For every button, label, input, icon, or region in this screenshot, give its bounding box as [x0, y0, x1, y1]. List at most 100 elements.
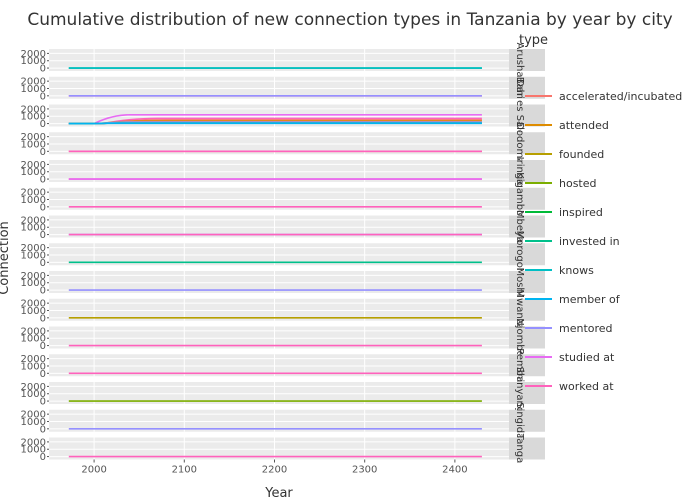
panel-background — [49, 271, 509, 293]
facet-strip-label: Iringa — [514, 157, 525, 186]
y-tick-label: 1000 — [21, 167, 46, 178]
y-tick-label: 1000 — [21, 112, 46, 123]
y-tick-label: 2000 — [21, 188, 46, 199]
legend-label: attended — [559, 119, 609, 132]
legend-item[interactable]: mentored — [525, 322, 613, 335]
panel-background — [49, 243, 509, 266]
series-line-studied-at — [68, 114, 482, 125]
panel-background — [49, 132, 509, 155]
legend-label: inspired — [559, 206, 603, 219]
y-tick-label: 2000 — [21, 410, 46, 421]
y-tick-label: 1000 — [21, 223, 46, 234]
y-tick-label: 2000 — [21, 243, 46, 254]
x-axis: 2000 2100 2200 2300 2400 — [81, 459, 468, 476]
y-tick-label: 2000 — [21, 299, 46, 310]
y-tick-label: 0 — [40, 258, 46, 269]
y-tick-label: 0 — [40, 452, 46, 463]
y-tick-label: 2000 — [21, 382, 46, 393]
facet-strip — [509, 437, 545, 460]
facet-strip — [509, 326, 545, 349]
y-tick-label: 1000 — [21, 334, 46, 345]
legend-item[interactable]: accelerated/incubated — [525, 90, 682, 103]
y-tick-label: 1000 — [21, 361, 46, 372]
legend-label: invested in — [559, 235, 620, 248]
y-tick-label: 2000 — [21, 160, 46, 171]
y-tick-label: 1000 — [21, 278, 46, 289]
legend-label: knows — [559, 264, 594, 277]
y-tick-label: 0 — [40, 64, 46, 75]
legend-item[interactable]: worked at — [525, 380, 614, 393]
y-tick-label: 1000 — [21, 306, 46, 317]
legend-item[interactable]: attended — [525, 119, 609, 132]
facet-strip-label: Morogoro — [514, 231, 525, 278]
x-tick-label: 2300 — [352, 465, 377, 476]
facet-strip — [509, 104, 545, 127]
y-tick-label: 0 — [40, 341, 46, 352]
legend-item[interactable]: member of — [525, 293, 621, 306]
facet-strip — [509, 298, 545, 321]
panel-background — [49, 187, 509, 210]
y-tick-label: 2000 — [21, 132, 46, 143]
legend-label: hosted — [559, 177, 597, 190]
panel-background — [49, 354, 509, 377]
y-tick-label: 1000 — [21, 56, 46, 67]
legend-item[interactable]: invested in — [525, 235, 620, 248]
y-tick-label: 1000 — [21, 84, 46, 95]
y-tick-label: 0 — [40, 286, 46, 297]
legend-label: mentored — [559, 322, 613, 335]
facet-strip-label: Bahi — [514, 77, 525, 99]
legend-label: founded — [559, 148, 604, 161]
facet-strip-label: Singida — [514, 402, 525, 439]
x-tick-label: 2400 — [442, 465, 467, 476]
facet-strip-label: Pemba — [514, 348, 525, 382]
facet-strip — [509, 243, 545, 266]
panel-background — [49, 215, 509, 238]
legend-item[interactable]: founded — [525, 148, 604, 161]
facet-strip-label: Arusha — [514, 43, 525, 78]
y-tick-label: 2000 — [21, 326, 46, 337]
facet-strip — [509, 76, 545, 99]
y-tick-label: 1000 — [21, 139, 46, 150]
legend-item[interactable]: hosted — [525, 177, 597, 190]
legend-item[interactable]: inspired — [525, 206, 603, 219]
y-tick-label: 0 — [40, 147, 46, 158]
legend-item[interactable]: studied at — [525, 351, 615, 364]
y-tick-label: 2000 — [21, 104, 46, 115]
y-tick-label: 1000 — [21, 445, 46, 456]
x-axis-title: Year — [264, 486, 293, 500]
panel-background — [49, 49, 509, 71]
y-tick-label: 0 — [40, 369, 46, 380]
legend[interactable]: type accelerated/incubated attended founde… — [519, 33, 682, 393]
facet-strip-label: Shinyanga — [514, 367, 525, 420]
legend-item[interactable]: knows — [525, 264, 594, 277]
x-tick-label: 2000 — [81, 465, 106, 476]
y-tick-label: 0 — [40, 424, 46, 435]
legend-label: member of — [559, 293, 621, 306]
y-tick-label: 1000 — [21, 195, 46, 206]
y-tick-label: 2000 — [21, 77, 46, 88]
facet-strip — [509, 382, 545, 404]
legend-title: type — [519, 33, 548, 48]
facet-strip-label: Kigamboni — [514, 172, 525, 225]
facet-strip — [509, 271, 545, 293]
x-tick-label: 2200 — [262, 465, 287, 476]
y-tick-label: 2000 — [21, 49, 46, 60]
panel-background — [49, 298, 509, 321]
legend-label: accelerated/incubated — [559, 90, 682, 103]
facet-strip-label: Dar es Salaam — [514, 79, 525, 152]
facet-strip — [509, 187, 545, 210]
y-tick-label: 0 — [40, 397, 46, 408]
y-tick-label: 2000 — [21, 215, 46, 226]
facet-strip-label: Mbeya — [514, 210, 525, 243]
